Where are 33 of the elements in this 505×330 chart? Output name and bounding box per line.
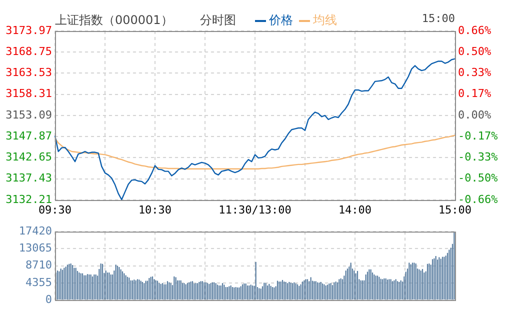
- text: 15:00: [422, 12, 455, 25]
- y2-tick-label: -0.50%: [458, 172, 498, 185]
- y2-tick-label: 0.50%: [458, 44, 492, 58]
- y2-tick-label: 0.33%: [458, 66, 492, 80]
- x-tick-label: 09:30: [38, 203, 72, 216]
- y-tick-label: 3153.09: [6, 108, 52, 122]
- y-tick-label: 0: [45, 292, 52, 306]
- y-tick-label: 3132.21: [6, 192, 52, 206]
- y-tick-label: 4355: [26, 276, 52, 289]
- y-tick-label: 17420: [18, 224, 52, 238]
- y2-tick-label: -0.33%: [458, 150, 498, 164]
- y2-tick-label: 0.00%: [458, 108, 492, 122]
- y-tick-label: 3147.87: [6, 129, 52, 142]
- chart-title: 上证指数（000001）: [55, 12, 173, 29]
- x-tick-label: 15:00: [438, 203, 472, 216]
- y2-tick-label: -0.17%: [458, 129, 498, 142]
- y-tick-label: 3142.65: [6, 150, 52, 164]
- x-tick-label: 11:30/13:00: [218, 203, 292, 216]
- y-tick-label: 13065: [18, 242, 52, 255]
- y-tick-label: 3173.97: [6, 24, 52, 37]
- x-tick-label: 10:30: [138, 203, 172, 216]
- y2-tick-label: -0.66%: [458, 192, 498, 206]
- legend-label: 均线: [313, 12, 337, 29]
- legend-label: 价格: [269, 12, 293, 29]
- y2-tick-label: 0.66%: [458, 24, 492, 37]
- x-tick-label: 14:00: [338, 203, 372, 216]
- y-tick-label: 3163.53: [6, 66, 52, 80]
- y2-tick-label: 0.17%: [458, 87, 492, 100]
- y-tick-label: 3137.43: [6, 172, 52, 185]
- y-tick-label: 3168.75: [6, 44, 52, 58]
- chart-subtitle: 分时图: [200, 12, 236, 29]
- y-tick-label: 8710: [26, 258, 52, 272]
- y-tick-label: 3158.31: [6, 87, 52, 100]
